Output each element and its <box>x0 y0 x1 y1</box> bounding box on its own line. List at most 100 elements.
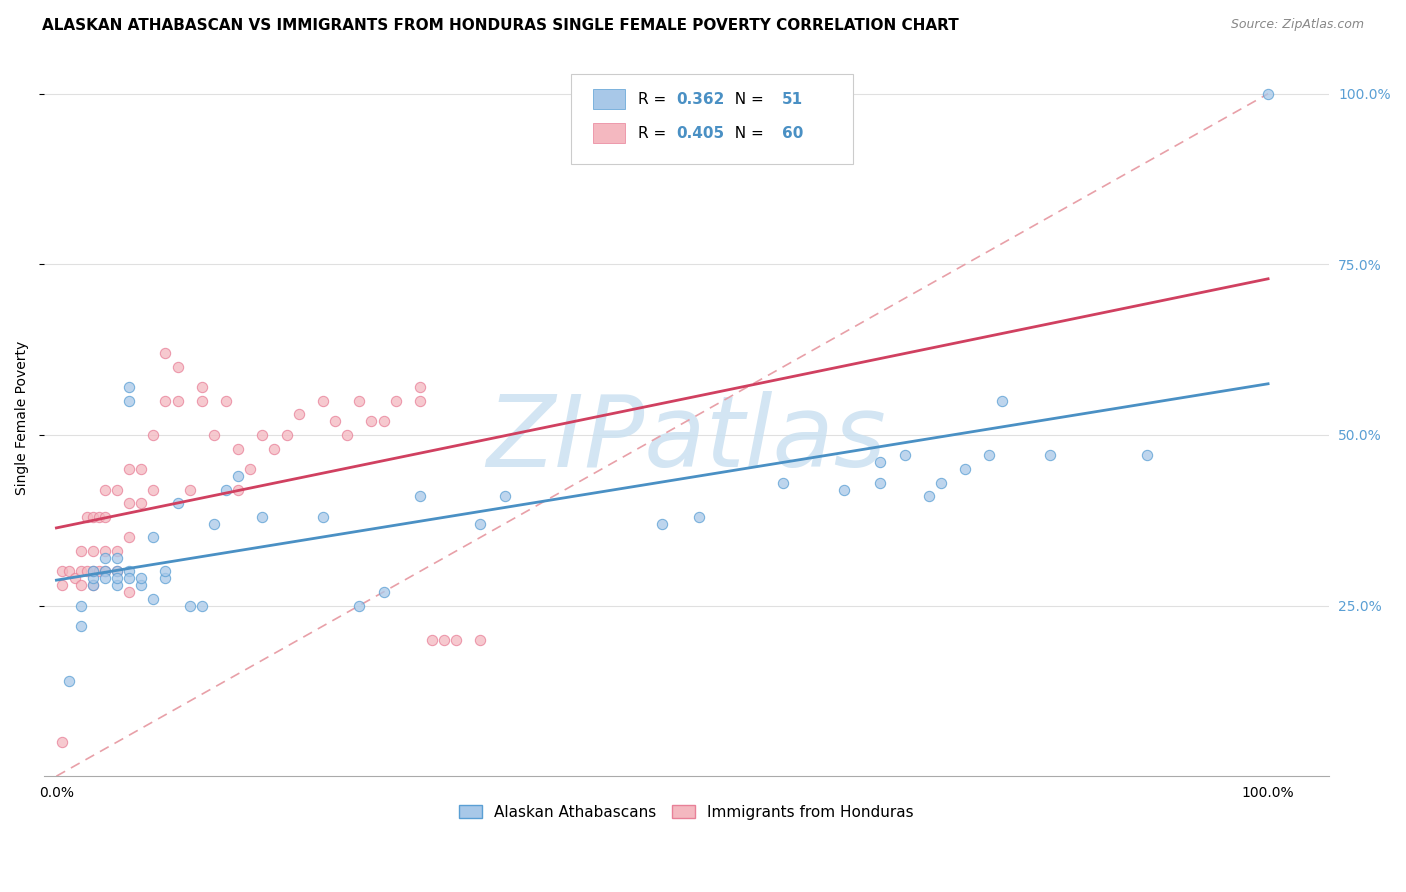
Point <box>105 578 128 592</box>
Point <box>202 428 225 442</box>
Point <box>433 632 456 647</box>
Point <box>494 489 516 503</box>
Point <box>118 496 141 510</box>
Point <box>105 571 128 585</box>
Point <box>215 483 238 497</box>
Text: 0.405: 0.405 <box>676 126 724 141</box>
Point <box>118 565 141 579</box>
Point <box>179 599 201 613</box>
Point <box>155 565 177 579</box>
Point <box>373 585 395 599</box>
Point <box>51 565 73 579</box>
Point <box>94 550 117 565</box>
Point <box>349 393 371 408</box>
Point <box>118 585 141 599</box>
Point <box>191 380 214 394</box>
Point <box>409 380 432 394</box>
Point <box>287 408 309 422</box>
Point <box>651 516 673 531</box>
Point <box>129 496 152 510</box>
Point <box>82 571 104 585</box>
Point <box>142 530 165 544</box>
Point <box>82 544 104 558</box>
Point <box>155 393 177 408</box>
Legend: Alaskan Athabascans, Immigrants from Honduras: Alaskan Athabascans, Immigrants from Hon… <box>453 798 920 826</box>
Text: R =: R = <box>638 126 671 141</box>
Point <box>336 428 359 442</box>
Point <box>409 489 432 503</box>
Point <box>51 735 73 749</box>
Point <box>191 599 214 613</box>
Point <box>129 571 152 585</box>
Point <box>129 578 152 592</box>
Point <box>384 393 406 408</box>
Point <box>94 565 117 579</box>
Point <box>94 571 117 585</box>
Point <box>94 509 117 524</box>
Point <box>312 393 335 408</box>
Point <box>94 565 117 579</box>
Point <box>1136 449 1159 463</box>
Point <box>893 449 915 463</box>
Point <box>82 578 104 592</box>
Point <box>990 393 1012 408</box>
Point <box>276 428 298 442</box>
Point <box>312 509 335 524</box>
Point <box>226 469 249 483</box>
Point <box>226 442 249 456</box>
Point <box>69 578 91 592</box>
Point <box>105 544 128 558</box>
Text: 0.362: 0.362 <box>676 92 724 106</box>
Bar <box>593 89 624 109</box>
Point <box>118 571 141 585</box>
Point <box>142 428 165 442</box>
Point <box>94 483 117 497</box>
Y-axis label: Single Female Poverty: Single Female Poverty <box>15 341 30 495</box>
Point <box>58 673 80 688</box>
Text: N =: N = <box>725 92 769 106</box>
Point <box>252 509 274 524</box>
Point <box>263 442 285 456</box>
Point <box>82 509 104 524</box>
Text: 51: 51 <box>782 92 803 106</box>
Point <box>142 591 165 606</box>
Point <box>105 550 128 565</box>
Point <box>869 475 891 490</box>
Point <box>869 455 891 469</box>
Text: N =: N = <box>725 126 769 141</box>
Bar <box>593 123 624 144</box>
Point <box>349 599 371 613</box>
Point <box>470 632 492 647</box>
Point <box>63 571 86 585</box>
Point <box>155 346 177 360</box>
Point <box>1257 87 1279 101</box>
Point <box>688 509 710 524</box>
Point <box>446 632 468 647</box>
Point <box>82 565 104 579</box>
Point <box>69 544 91 558</box>
Point <box>118 380 141 394</box>
Point <box>226 483 249 497</box>
Text: R =: R = <box>638 92 671 106</box>
Point <box>420 632 443 647</box>
Point <box>69 565 91 579</box>
Point <box>373 414 395 428</box>
Point <box>239 462 262 476</box>
Point <box>105 565 128 579</box>
Text: ZIPatlas: ZIPatlas <box>486 391 886 488</box>
Point <box>82 578 104 592</box>
Text: Source: ZipAtlas.com: Source: ZipAtlas.com <box>1230 18 1364 31</box>
Point <box>191 393 214 408</box>
Point <box>202 516 225 531</box>
Point <box>918 489 941 503</box>
Point <box>772 475 794 490</box>
Point <box>166 359 188 374</box>
Point <box>76 565 98 579</box>
Text: ALASKAN ATHABASCAN VS IMMIGRANTS FROM HONDURAS SINGLE FEMALE POVERTY CORRELATION: ALASKAN ATHABASCAN VS IMMIGRANTS FROM HO… <box>42 18 959 33</box>
Point <box>69 599 91 613</box>
Point <box>118 393 141 408</box>
Point <box>155 571 177 585</box>
Point <box>118 530 141 544</box>
Point <box>82 565 104 579</box>
Point <box>58 565 80 579</box>
